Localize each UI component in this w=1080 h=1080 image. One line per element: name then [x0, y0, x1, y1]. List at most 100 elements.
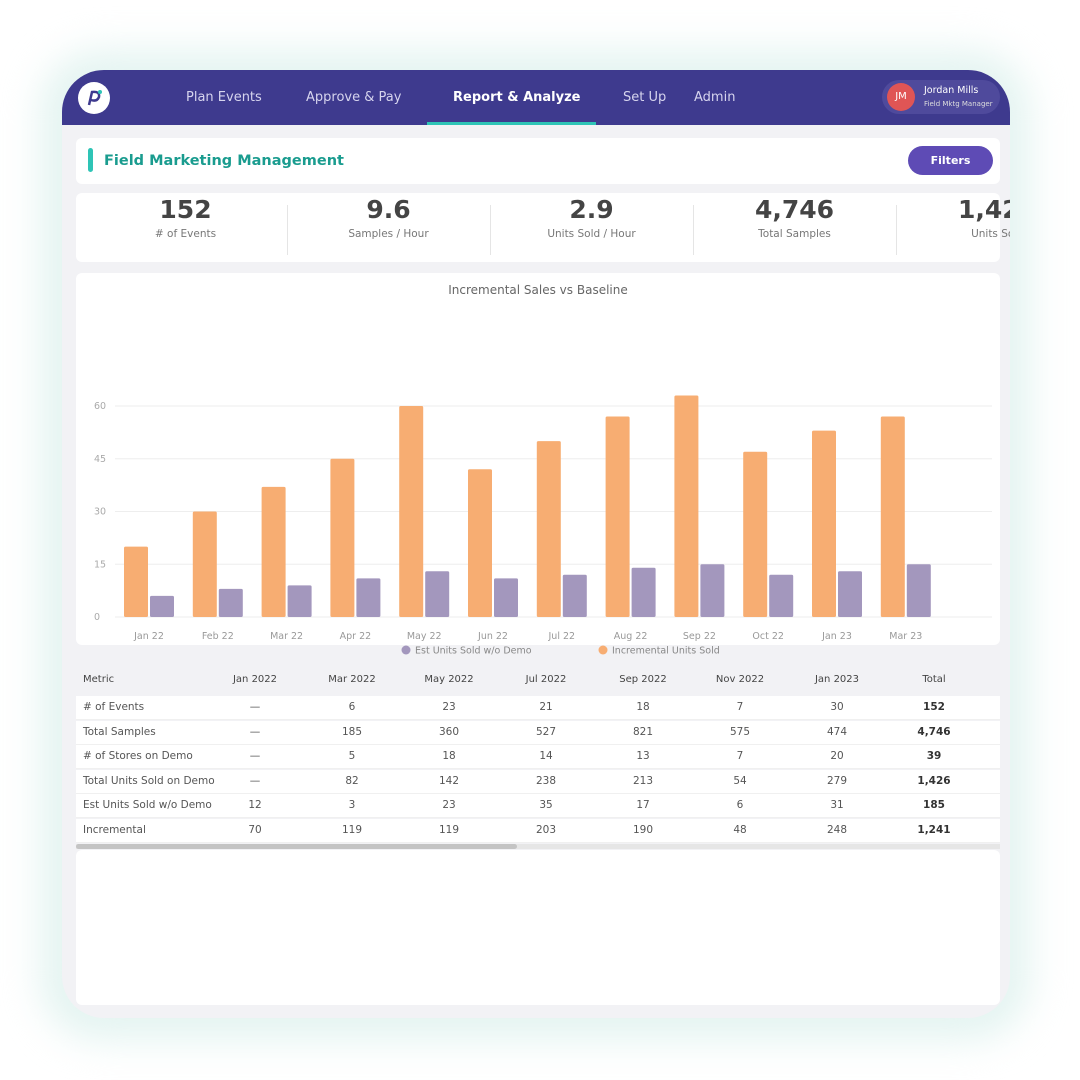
bar: [124, 546, 148, 617]
kpi-value: 9.6: [366, 195, 411, 224]
table-cell: 185: [341, 725, 363, 738]
y-tick-label: 60: [94, 401, 106, 412]
nav-item-active[interactable]: Report & Analyze: [453, 90, 581, 105]
page-title: Field Marketing Management: [104, 153, 344, 169]
table-row-bg: [76, 745, 1000, 770]
bar: [192, 511, 217, 617]
x-tick-label: Sep 22: [683, 631, 716, 642]
table-row-bg: [76, 769, 1000, 794]
table-cell: 575: [729, 725, 751, 738]
table-cell: 3: [348, 799, 356, 812]
row-label: Total Samples: [83, 725, 156, 738]
table-row-bg: [76, 819, 1000, 843]
table-cell: 119: [438, 824, 460, 836]
kpi: 2.9 Units Sold / Hour: [490, 193, 693, 262]
logo[interactable]: [78, 82, 110, 114]
table-cell: 48: [733, 824, 747, 836]
kpi: 1,426 Units Sold: [896, 193, 1010, 262]
chart-title: Incremental Sales vs Baseline: [448, 283, 627, 297]
kpi-separator: [287, 205, 288, 255]
table-cell: 142: [438, 774, 460, 787]
bar: [700, 564, 725, 617]
bar: [150, 595, 174, 617]
active-underline: [427, 122, 596, 125]
bar: [536, 441, 561, 617]
table-cell: 6: [348, 701, 356, 713]
table-cell: 5: [348, 750, 356, 763]
table-cell: —: [249, 701, 261, 713]
table-cell: —: [249, 750, 261, 763]
table-cell: 7: [736, 750, 744, 763]
table-cell: 18: [442, 750, 456, 763]
x-tick-label: Jan 22: [133, 631, 164, 642]
column-header: Jul 2022: [525, 674, 567, 685]
kpi-label: Units Sold: [971, 228, 1010, 240]
kpi-card: 152 # of Events 9.6 Samples / Hour 2.9 Units …: [76, 193, 1010, 262]
legend-label: Est Units Sold w/o Demo: [415, 646, 532, 657]
bar: [494, 578, 518, 617]
chart-card: Incremental Sales vs Baseline 0 15 30 45 60 J…: [76, 273, 1000, 658]
table-cell: 213: [632, 774, 654, 787]
legend-marker: [401, 645, 411, 655]
filters-button[interactable]: Filters: [908, 146, 993, 175]
column-header: Jan 2023: [814, 674, 860, 685]
kpi: 9.6 Samples / Hour: [287, 193, 490, 262]
table-cell: 23: [442, 799, 456, 812]
x-tick-label: Mar 22: [270, 631, 303, 642]
row-label: # of Events: [83, 701, 145, 713]
kpi-label: Units Sold / Hour: [547, 228, 636, 240]
bar: [562, 574, 587, 617]
table-cell: 18: [636, 701, 650, 713]
table-cell: 248: [826, 824, 848, 836]
table-cell: 21: [539, 701, 553, 713]
bar: [674, 395, 699, 617]
column-header: Metric: [83, 674, 115, 685]
table-cell: 527: [535, 725, 557, 738]
scrollbar-thumb[interactable]: [76, 844, 517, 849]
user-menu[interactable]: JM Jordan Mills Field Mktg Manager: [882, 80, 1000, 114]
table-cell: 238: [535, 774, 557, 787]
bar: [287, 585, 312, 617]
row-label: Total Units Sold on Demo: [83, 774, 215, 787]
nav-item[interactable]: Plan Events: [186, 90, 262, 105]
table-cell: 119: [341, 824, 363, 836]
kpi-value: 152: [159, 195, 212, 224]
x-tick-label: Aug 22: [614, 631, 648, 642]
accent: [88, 148, 93, 172]
user-name: Jordan Mills: [924, 85, 979, 96]
table-cell: 7: [736, 701, 744, 713]
column-header: Nov 2022: [715, 674, 765, 685]
bar: [769, 574, 794, 617]
kpi-value: 1,426: [957, 195, 1010, 224]
table-cell: 360: [438, 725, 460, 738]
bar: [356, 578, 381, 617]
table-cell: 474: [826, 725, 848, 738]
table-cell: 185: [923, 799, 945, 812]
x-tick-label: Jul 22: [548, 631, 576, 642]
kpi-separator: [693, 205, 694, 255]
bar: [330, 458, 355, 617]
row-label: Incremental: [83, 824, 146, 836]
avatar: JM: [887, 83, 915, 111]
bar: [631, 567, 656, 617]
kpi: 152 # of Events: [84, 193, 287, 262]
kpi-label: # of Events: [154, 228, 217, 240]
table-cell: 6: [736, 799, 744, 812]
table-cell: 821: [632, 725, 654, 738]
nav-item[interactable]: Approve & Pay: [306, 90, 402, 105]
bar: [425, 571, 450, 617]
table-cell: 203: [535, 824, 557, 836]
bar: [261, 486, 286, 617]
chart: Incremental Sales vs Baseline 0 15 30 45 60 J…: [76, 273, 1000, 657]
table-cell: 17: [636, 799, 650, 812]
row-label: # of Stores on Demo: [83, 750, 193, 763]
column-header: Sep 2022: [619, 674, 667, 685]
header-card: Field Marketing Management Filters: [76, 138, 1000, 184]
table-cell: —: [249, 774, 261, 787]
table-cell: —: [249, 725, 261, 738]
legend-label: Incremental Units Sold: [612, 646, 720, 657]
nav-item[interactable]: Admin: [694, 90, 736, 105]
nav-item[interactable]: Set Up: [623, 90, 667, 105]
bar: [399, 406, 424, 617]
